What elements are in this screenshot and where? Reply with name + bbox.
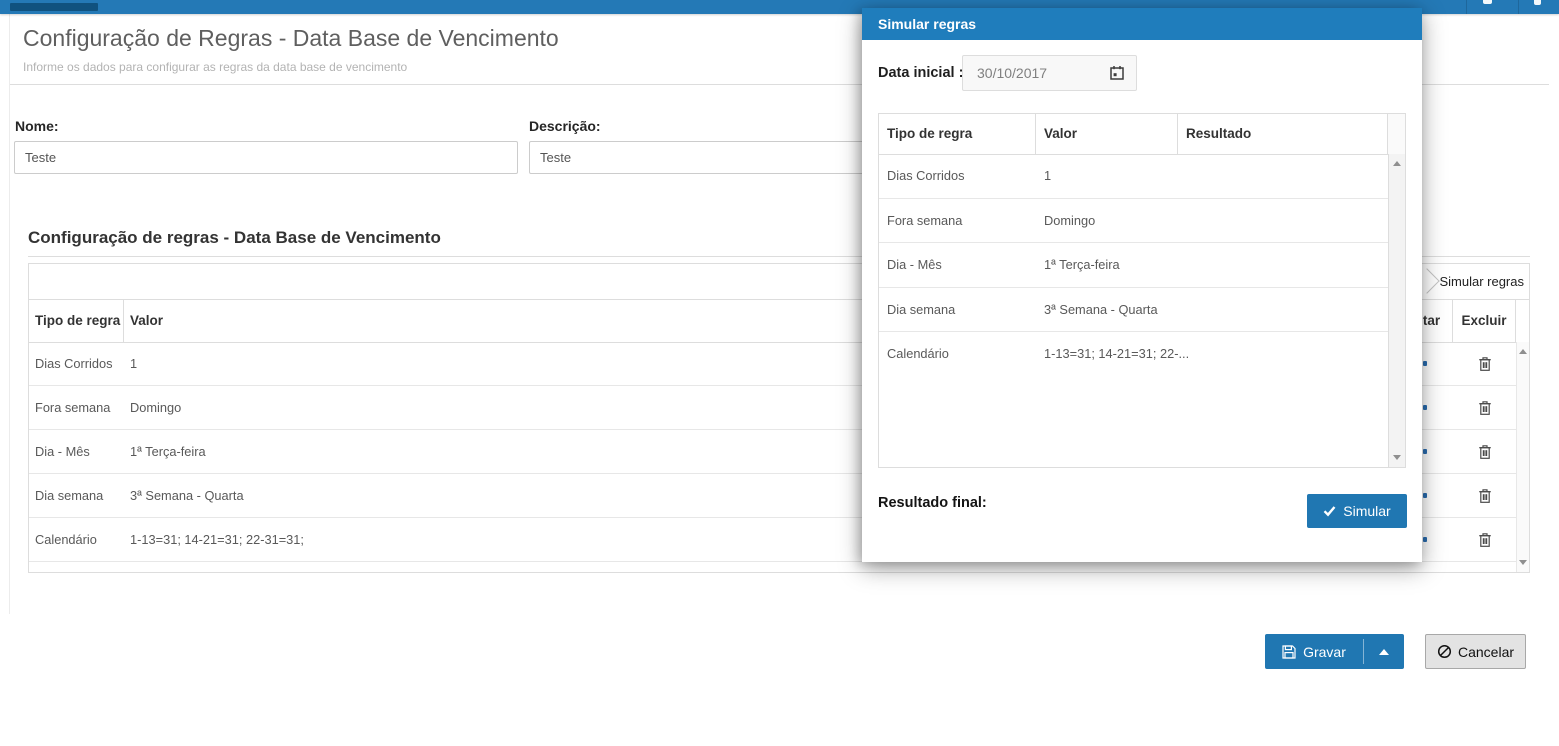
save-button[interactable]: Gravar — [1265, 634, 1363, 669]
table-row: Calendário 1-13=31; 14-21=31; 22-... — [879, 332, 1388, 376]
modal-title: Simular regras — [862, 8, 1422, 40]
col-header-tipo: Tipo de regra — [879, 114, 1036, 154]
trash-icon — [1478, 532, 1491, 547]
topbar-divider — [1518, 0, 1519, 14]
cell-tipo: Dia semana — [35, 488, 104, 503]
date-inicial-field[interactable]: 30/10/2017 — [962, 55, 1137, 91]
rules-section-heading: Configuração de regras - Data Base de Ve… — [28, 228, 441, 247]
nome-label: Nome: — [15, 118, 59, 134]
edit-icon[interactable] — [1423, 537, 1427, 542]
delete-row-button[interactable] — [1453, 342, 1516, 385]
cell-tipo: Dias Corridos — [35, 356, 113, 371]
page-title: Configuração de Regras - Data Base de Ve… — [23, 25, 559, 51]
modal-table-scrollbar[interactable] — [1388, 154, 1405, 467]
table-row: Fora semana Domingo — [29, 386, 1516, 430]
save-options-toggle[interactable] — [1364, 634, 1404, 669]
cell-valor: 1ª Terça-feira — [1044, 257, 1120, 272]
cell-valor: 1 — [1044, 168, 1052, 183]
table-row: Dias Corridos 1 — [29, 342, 1516, 386]
cancel-icon — [1437, 644, 1452, 659]
cell-valor: 1 — [130, 356, 138, 371]
divider — [28, 256, 1530, 257]
date-inicial-label: Data inicial : — [878, 65, 964, 81]
save-split-button[interactable]: Gravar — [1265, 634, 1404, 669]
page-subtitle: Informe os dados para configurar as regr… — [23, 60, 408, 74]
simulate-rules-label: Simular regras — [1439, 274, 1524, 289]
cell-tipo: Calendário — [35, 532, 97, 547]
table-row: Fora semana Domingo — [879, 199, 1388, 243]
simulate-button-label: Simular — [1343, 503, 1391, 519]
edit-icon[interactable] — [1423, 493, 1427, 498]
panel-left-border — [9, 14, 10, 614]
simulation-table: Tipo de regra Valor Resultado Dias Corri… — [878, 113, 1406, 468]
col-header-resultado: Resultado — [1178, 114, 1388, 154]
calendar-icon[interactable] — [1109, 65, 1125, 81]
delete-row-button[interactable] — [1453, 386, 1516, 429]
table-scrollbar[interactable] — [1516, 342, 1529, 572]
edit-icon[interactable] — [1423, 361, 1427, 366]
delete-row-button[interactable] — [1453, 518, 1516, 561]
table-row: Dias Corridos 1 — [879, 154, 1388, 199]
cell-valor: 1-13=31; 14-21=31; 22-... — [1044, 346, 1190, 361]
cell-valor: 1ª Terça-feira — [130, 444, 206, 459]
simulate-rules-modal: Simular regras Data inicial : 30/10/2017… — [862, 8, 1422, 562]
simulate-button[interactable]: Simular — [1307, 494, 1407, 528]
trash-icon — [1478, 444, 1491, 459]
col-header-excluir: Excluir — [1453, 299, 1516, 342]
cell-tipo: Fora semana — [887, 212, 963, 228]
edit-icon[interactable] — [1423, 449, 1427, 454]
table-row: Dia semana 3ª Semana - Quarta — [29, 474, 1516, 518]
save-icon — [1282, 644, 1296, 659]
save-label: Gravar — [1303, 643, 1346, 660]
cancel-label: Cancelar — [1457, 643, 1515, 660]
trash-icon — [1478, 356, 1491, 371]
cancel-button[interactable]: Cancelar — [1425, 634, 1526, 669]
app-logo-icon — [10, 3, 98, 11]
divider — [10, 84, 1549, 85]
cell-tipo: Dia - Mês — [887, 257, 942, 272]
cell-tipo: Calendário — [887, 346, 949, 361]
header-filler — [1388, 114, 1405, 154]
resultado-final-label: Resultado final: — [878, 495, 987, 511]
check-icon — [1323, 506, 1336, 517]
scroll-up-icon[interactable] — [1393, 161, 1401, 166]
delete-row-button[interactable] — [1453, 430, 1516, 473]
delete-row-button[interactable] — [1453, 474, 1516, 517]
simulation-table-header: Tipo de regra Valor Resultado — [879, 114, 1405, 155]
button-divider — [1363, 639, 1364, 664]
trash-icon — [1478, 400, 1491, 415]
col-header-tipo: Tipo de regra — [29, 299, 124, 342]
cell-valor: Domingo — [1044, 212, 1096, 228]
scroll-down-icon[interactable] — [1519, 560, 1527, 565]
descricao-label: Descrição: — [529, 118, 601, 134]
nome-field[interactable] — [14, 141, 518, 174]
cell-tipo: Dias Corridos — [887, 168, 965, 183]
col-header-valor: Valor — [1036, 114, 1178, 154]
cell-valor: 1-13=31; 14-21=31; 22-31=31; — [130, 532, 304, 547]
date-value: 30/10/2017 — [977, 65, 1048, 81]
rules-table-body: Dias Corridos 1 Fora semana Domingo Dia … — [29, 342, 1516, 562]
scroll-down-icon[interactable] — [1393, 455, 1401, 460]
topbar-divider — [1466, 0, 1467, 14]
cell-tipo: Dia - Mês — [35, 444, 90, 459]
cell-tipo: Fora semana — [35, 400, 111, 415]
edit-icon[interactable] — [1423, 405, 1427, 410]
topbar-icon[interactable] — [1483, 0, 1492, 4]
trash-icon — [1478, 488, 1491, 503]
table-row: Dia semana 3ª Semana - Quarta — [879, 288, 1388, 332]
scroll-up-icon[interactable] — [1519, 349, 1527, 354]
table-row: Dia - Mês 1ª Terça-feira — [29, 430, 1516, 474]
caret-up-icon — [1379, 648, 1389, 655]
cell-valor: Domingo — [130, 400, 182, 415]
simulation-table-body: Dias Corridos 1 Fora semana Domingo Dia … — [879, 154, 1388, 376]
table-row: Calendário 1-13=31; 14-21=31; 22-31=31; — [29, 518, 1516, 562]
topbar-icon[interactable] — [1534, 0, 1541, 5]
cell-valor: 3ª Semana - Quarta — [130, 488, 244, 503]
cell-valor: 3ª Semana - Quarta — [1044, 301, 1158, 317]
cell-tipo: Dia semana — [887, 301, 956, 317]
table-row: Dia - Mês 1ª Terça-feira — [879, 243, 1388, 288]
